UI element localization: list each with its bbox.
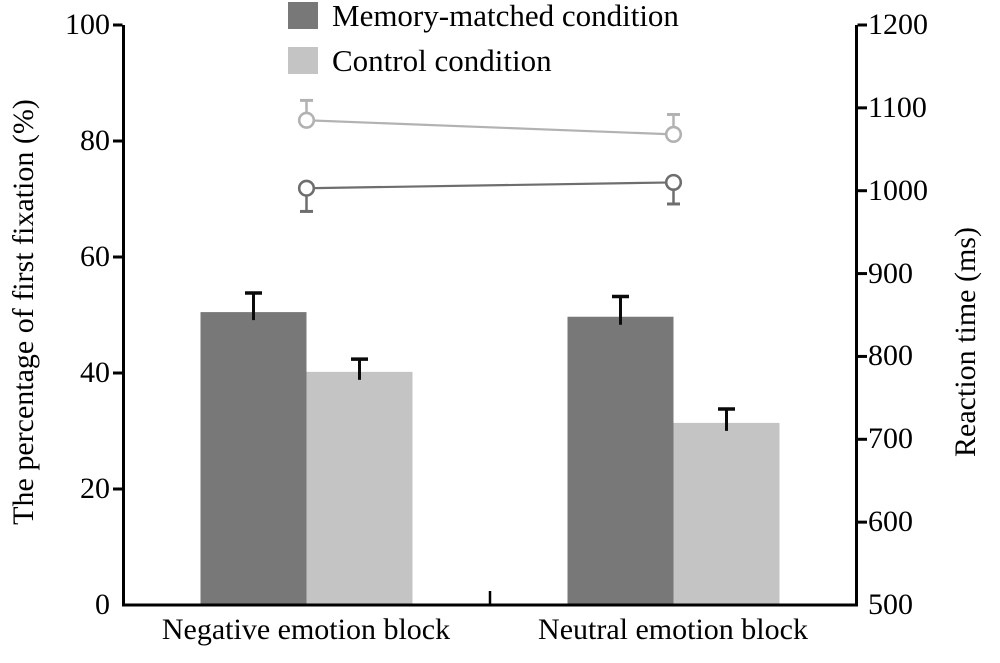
right-axis-tick-label: 1100 [868,90,927,124]
left-axis-tick-label: 60 [80,240,110,273]
right-axis-tick-label: 800 [868,339,913,373]
bar-control-negative [306,371,413,605]
right-axis-tick-label: 1000 [868,173,928,207]
open-circle-marker [297,111,316,129]
left-axis-tick-label: 100 [65,8,110,41]
legend-item-memory-matched: Memory-matched condition [288,0,679,33]
x-category-label-negative: Negative emotion block [161,613,451,646]
right-axis-tick-label: 700 [868,422,913,456]
line-control [306,119,674,136]
open-circle-marker [664,173,683,192]
bar-control-neutral [673,422,780,605]
left-axis-tick-label: 0 [95,588,110,621]
open-circle-marker [297,179,316,197]
legend-label-control: Control condition [332,42,552,78]
right-axis-tick-label: 600 [868,505,913,539]
right-axis-tick-label: 1200 [868,8,928,41]
left-axis-tick-label: 40 [80,356,110,389]
legend-swatch-memory-matched [288,1,318,29]
bar-memory-matched-negative [200,312,307,605]
chart-legend: Memory-matched condition Control conditi… [288,0,679,91]
right-axis-tick-label: 500 [868,588,913,621]
bar-memory-matched-neutral [567,316,674,605]
legend-item-control: Control condition [288,42,679,78]
right-axis-tick-label: 900 [868,256,913,290]
left-axis-title: The percentage of first fixation (%) [7,99,40,525]
line-memory-matched [306,181,674,190]
left-axis-tick-label: 20 [80,472,110,505]
open-circle-marker [664,125,683,143]
legend-label-memory-matched: Memory-matched condition [332,0,679,33]
x-category-label-neutral: Neutral emotion block [538,613,808,646]
left-axis-tick-label: 80 [80,124,110,157]
legend-swatch-control [288,46,318,74]
